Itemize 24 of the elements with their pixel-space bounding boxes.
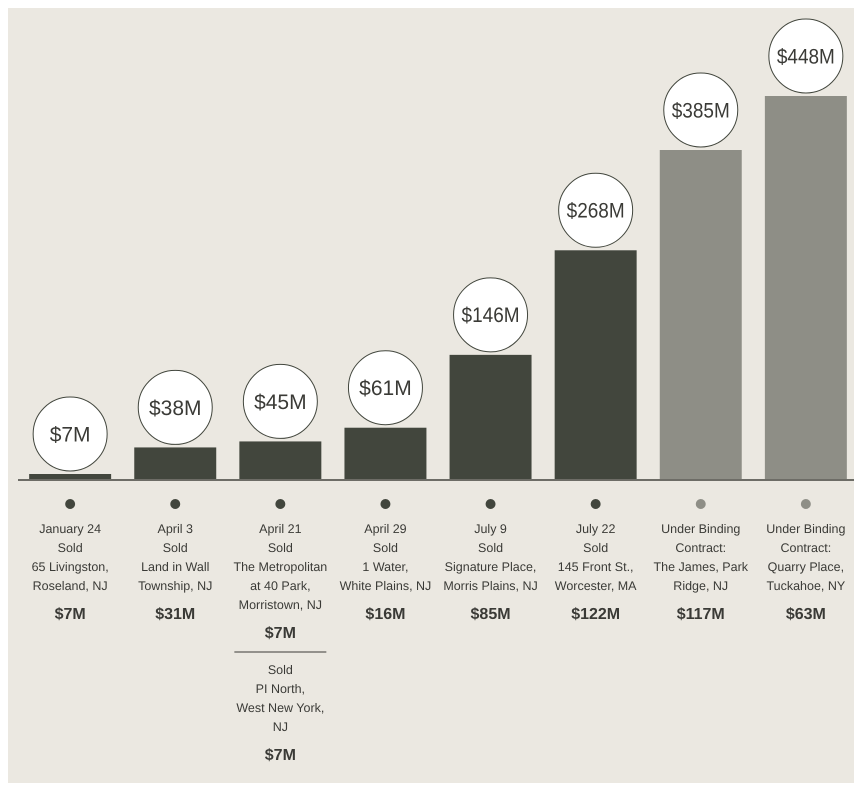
bar: [134, 447, 216, 480]
x-tick-label: April 29 Sold 1 Water, White Plains, NJ $16M: [340, 522, 432, 623]
data-label: $61M: [359, 377, 412, 400]
x-tick-label: July 9 Sold Signature Place, Morris Plains, NJ $85M: [443, 522, 538, 623]
x-tick-label: January 24 Sold 65 Livingston, Roseland, NJ $7M: [32, 522, 109, 623]
bar: [764, 96, 847, 480]
data-label: $38M: [148, 396, 202, 420]
data-label: $45M: [254, 390, 307, 414]
bar: [344, 428, 426, 480]
bar: [660, 150, 742, 480]
data-label: $268M: [566, 200, 631, 223]
x-tick-label: April 21 Sold The Metropolitan at 40 Park, Morristown, NJ $7M: [233, 522, 328, 642]
data-label: $385M: [672, 99, 736, 122]
x-tick-label: April 3 Sold Land in Wall Township, NJ $31M: [138, 522, 212, 623]
text: Sold PI North, West New York, NJ $7M: [236, 663, 324, 764]
bar: [554, 250, 637, 480]
bar: [450, 354, 532, 480]
data-label: $146M: [462, 304, 526, 328]
bar: [239, 441, 322, 480]
x-tick-label: Under Binding Contract: The James, Park Ridge, NJ $117M: [654, 522, 749, 623]
x-tick-label: Under Binding Contract: Quarry Place, Tuckahoe, NY $63M: [766, 522, 846, 623]
data-label: $448M: [776, 45, 842, 68]
data-label: $7M: [50, 423, 91, 446]
x-tick-label: July 22 Sold 145 Front St., Worcester, MA $122M: [554, 522, 638, 623]
